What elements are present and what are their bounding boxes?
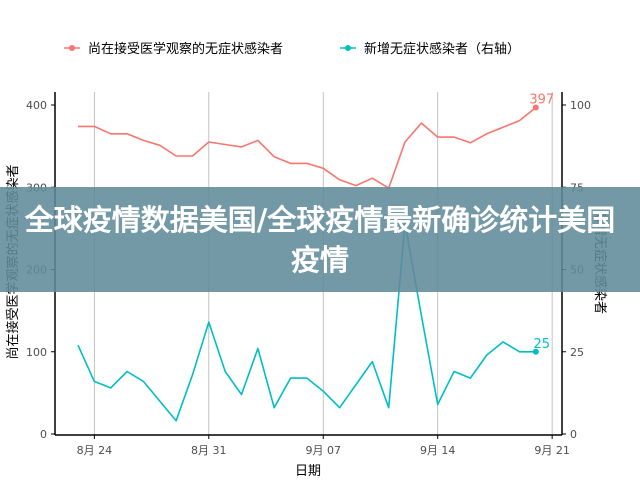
legend: 尚在接受医学观察的无症状感染者 新增无症状感染者（右轴） — [64, 41, 520, 57]
y-tick-label: 100 — [26, 346, 47, 359]
y-tick-label: 0 — [40, 428, 47, 441]
x-tick-label: 9月 14 — [420, 444, 456, 457]
end-value-label: 25 — [534, 337, 551, 352]
legend-marker-right — [345, 45, 351, 51]
legend-marker-left — [69, 45, 75, 51]
y2-tick-label: 0 — [570, 428, 577, 441]
end-point-marker — [532, 348, 539, 355]
title-banner: 全球疫情数据美国/全球疫情最新确诊统计美国疫情 — [0, 187, 640, 292]
legend-label-right: 新增无症状感染者（右轴） — [364, 41, 520, 57]
x-tick-label: 8月 24 — [77, 444, 113, 457]
banner-title: 全球疫情数据美国/全球疫情最新确诊统计美国疫情 — [24, 202, 616, 277]
series-line-0 — [78, 106, 537, 189]
x-tick-label: 9月 07 — [306, 444, 342, 457]
end-point-marker — [532, 104, 539, 111]
y2-tick-label: 100 — [570, 99, 591, 112]
legend-label-left: 尚在接受医学观察的无症状感染者 — [88, 41, 283, 57]
series-line-1 — [77, 222, 536, 422]
x-tick-label: 8月 31 — [191, 444, 227, 457]
series-lines: 397 25 — [77, 92, 554, 422]
x-tick-label: 9月 21 — [534, 444, 570, 457]
end-value-label: 397 — [529, 92, 554, 107]
y2-tick-label: 25 — [570, 346, 584, 359]
y-tick-label: 400 — [26, 99, 47, 112]
x-axis-title: 日期 — [295, 464, 321, 479]
